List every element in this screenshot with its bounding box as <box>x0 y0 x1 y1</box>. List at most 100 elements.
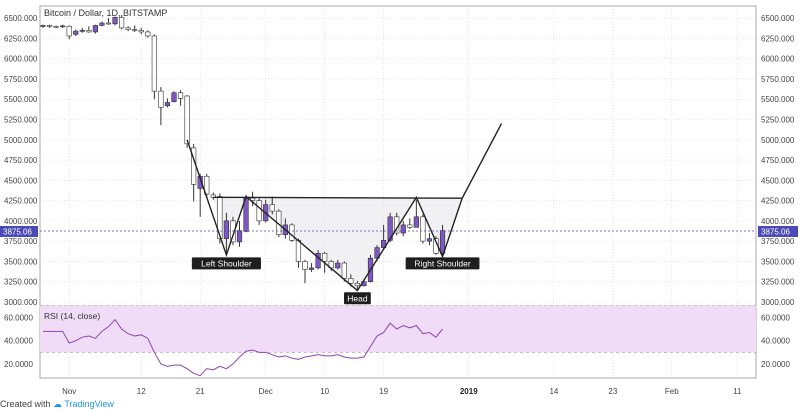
y-tick-label-right: 5000.000 <box>761 136 795 145</box>
y-tick-label-right: 3500.000 <box>761 257 795 266</box>
y-tick-label-right: 4250.000 <box>761 197 795 206</box>
candle-body <box>420 216 426 242</box>
pattern-zigzag <box>186 123 503 292</box>
y-tick-label-right: 3250.000 <box>761 278 795 287</box>
y-tick-label-left: 6250.000 <box>4 34 38 43</box>
y-tick-label-left: 5000.000 <box>4 136 38 145</box>
candle-body <box>439 230 446 254</box>
candle-body <box>413 216 419 228</box>
rsi-tick-label-right: 40.0000 <box>761 337 790 346</box>
y-tick-label-left: 5500.000 <box>4 95 38 104</box>
candle-body <box>99 22 105 26</box>
x-tick-label: 11 <box>733 387 742 396</box>
candle-body <box>308 267 315 270</box>
candle-body <box>164 102 171 107</box>
pattern-label-bg <box>405 257 480 270</box>
candle-body <box>73 30 79 35</box>
y-tick-label-right: 5750.000 <box>761 75 795 84</box>
candle-body <box>269 204 275 212</box>
price-badge-left: 3875.06 <box>3 227 32 236</box>
price-badge-left-bg <box>0 225 38 237</box>
y-tick-label-right: 4000.000 <box>761 217 795 226</box>
x-tick-label: 21 <box>196 387 205 396</box>
footer: Created with ☁ TradingView <box>0 398 800 410</box>
pattern-label-bg <box>344 292 371 305</box>
rsi-label: RSI (14, close) <box>44 311 100 321</box>
candle-body <box>86 30 92 33</box>
candle-body <box>177 92 184 99</box>
footer-brand[interactable]: TradingView <box>64 399 114 409</box>
rsi-band <box>40 305 756 353</box>
rsi-tick-label-left: 40.0000 <box>4 337 33 346</box>
x-tick-label: 14 <box>549 387 558 396</box>
tradingview-logo-icon[interactable]: ☁ <box>53 399 63 409</box>
candle-body <box>217 196 223 240</box>
y-tick-label-left: 5750.000 <box>4 75 38 84</box>
candle-body <box>230 220 236 243</box>
candle-body <box>335 262 341 269</box>
candle-body <box>387 216 393 241</box>
y-tick-label-right: 6250.000 <box>761 34 795 43</box>
candle-body <box>158 90 164 108</box>
candle-body <box>53 25 59 28</box>
candle-body <box>380 240 387 248</box>
candle-body <box>204 175 210 195</box>
candle-body <box>354 282 361 287</box>
y-tick-label-right: 5500.000 <box>761 95 795 104</box>
y-tick-label-left: 6500.000 <box>4 14 38 23</box>
pattern-label-bg <box>191 257 261 270</box>
candle-body <box>289 224 295 241</box>
candle-body <box>151 35 157 92</box>
candle-body <box>295 240 302 262</box>
candle-body <box>112 17 118 25</box>
y-tick-label-left: 4750.000 <box>4 156 38 165</box>
rsi-line <box>43 318 443 377</box>
price-badge-right: 3875.06 <box>761 227 790 236</box>
x-tick-label: 10 <box>320 387 329 396</box>
candle-body <box>315 252 321 269</box>
candle-body <box>426 238 433 242</box>
y-tick-label-right: 6500.000 <box>761 14 795 23</box>
candle-body <box>119 17 125 29</box>
candle-body <box>171 92 177 102</box>
candle-body <box>40 25 46 27</box>
rsi-tick-label-left: 60.0000 <box>4 313 33 322</box>
candle-body <box>256 200 262 222</box>
candle-body <box>66 25 72 37</box>
x-tick-label: 2019 <box>460 387 478 396</box>
y-tick-label-right: 3000.000 <box>761 298 795 307</box>
rsi-tick-label-right: 60.0000 <box>761 313 790 322</box>
candle-body <box>322 252 328 262</box>
y-tick-label-left: 3500.000 <box>4 257 38 266</box>
y-tick-label-left: 6000.000 <box>4 55 38 64</box>
y-tick-label-left: 4250.000 <box>4 197 38 206</box>
neckline <box>213 196 463 199</box>
y-tick-label-left: 3250.000 <box>4 278 38 287</box>
candle-body <box>138 30 144 33</box>
candle-body <box>60 25 66 28</box>
y-tick-label-right: 4500.000 <box>761 176 795 185</box>
candle-body <box>46 25 53 27</box>
main-pane <box>39 5 757 307</box>
candle-body <box>79 30 85 32</box>
y-tick-label-left: 4500.000 <box>4 176 38 185</box>
chart-title: Bitcoin / Dollar, 1D, BITSTAMP <box>44 8 167 18</box>
chart-svg[interactable]: 3000.000 3000.000 3250.000 3250.000 3500.000… <box>0 0 800 398</box>
candle-body <box>105 22 112 25</box>
x-tick-label: Nov <box>62 387 76 396</box>
footer-prefix: Created with <box>0 399 51 409</box>
y-tick-label-right: 4750.000 <box>761 156 795 165</box>
pattern-label: Right Shoulder <box>414 258 470 268</box>
candle-body <box>341 262 347 279</box>
y-tick-label-right: 5250.000 <box>761 116 795 125</box>
x-tick-label: Feb <box>665 387 679 396</box>
price-badge-right-bg <box>758 225 798 237</box>
x-tick-label: Dec <box>259 387 273 396</box>
y-tick-label-left: 4000.000 <box>4 217 38 226</box>
candle-body <box>145 31 151 37</box>
y-tick-label-right: 3750.000 <box>761 237 795 246</box>
candle-body <box>348 278 354 284</box>
candle-body <box>125 27 131 30</box>
pattern-fill <box>213 196 463 291</box>
